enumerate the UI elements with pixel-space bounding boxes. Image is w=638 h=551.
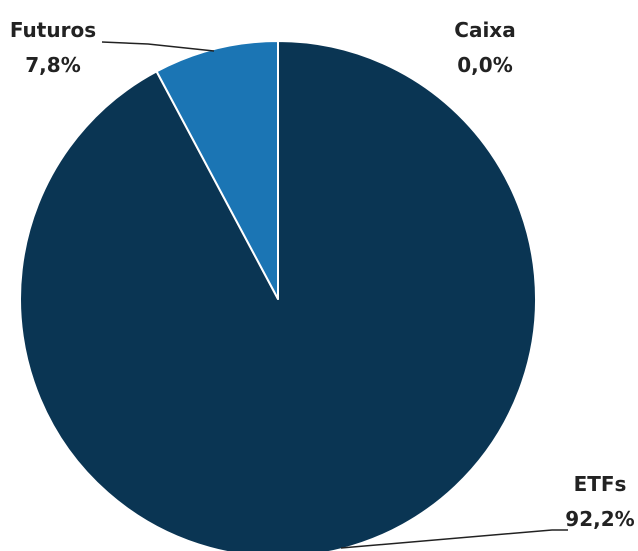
slice-label-futuros: Futuros	[10, 18, 96, 42]
slice-label-caixa: Caixa	[454, 18, 515, 42]
slice-value-caixa: 0,0%	[457, 53, 512, 77]
labels-layer: Caixa 0,0% ETFs 92,2% Futuros 7,8%	[10, 18, 635, 531]
pie-slice-futuros	[155, 40, 279, 300]
pie-slice-etfs	[19, 40, 537, 551]
leader-line-futuros	[101, 41, 215, 52]
leader-line-etfs	[340, 529, 568, 549]
slice-value-futuros: 7,8%	[25, 53, 80, 77]
slice-value-etfs: 92,2%	[565, 507, 634, 531]
leader-lines-layer	[101, 41, 568, 549]
slices-layer	[19, 40, 537, 551]
slice-label-etfs: ETFs	[574, 472, 627, 496]
